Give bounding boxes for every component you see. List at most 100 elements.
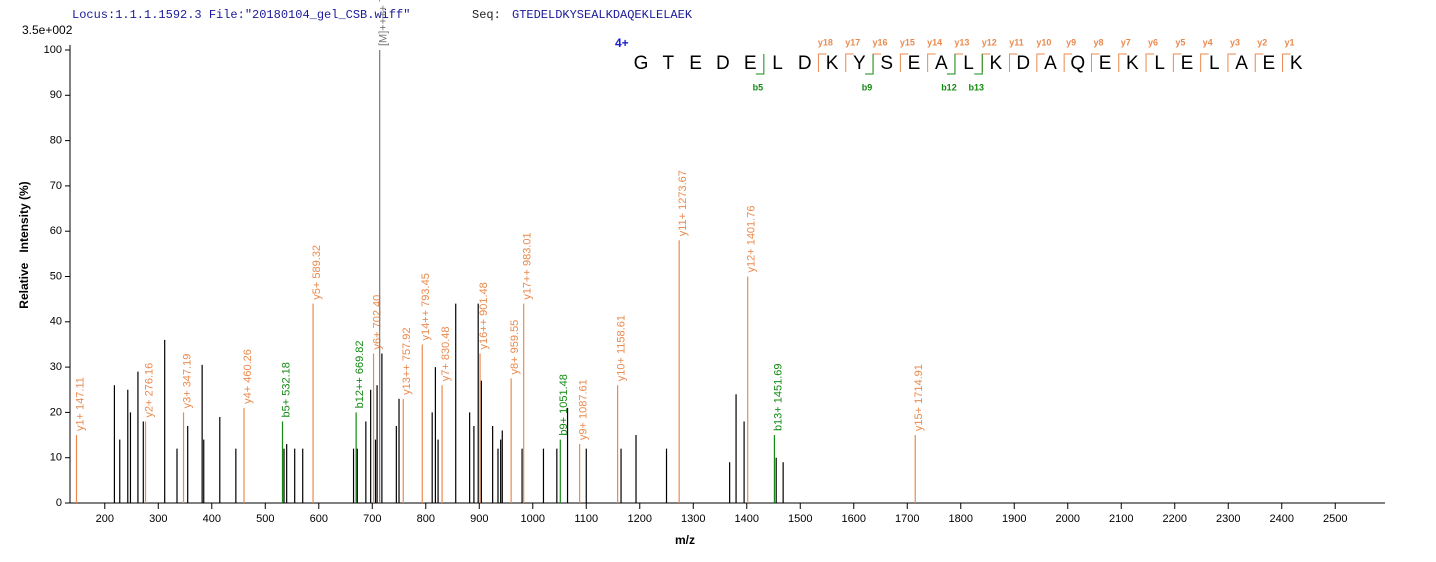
peak-label: y2+ 276.16 bbox=[143, 363, 155, 418]
y-ion-label: y8 bbox=[1093, 37, 1103, 47]
residue: A bbox=[1235, 53, 1248, 74]
x-tick-label: 1100 bbox=[574, 513, 598, 525]
y-tick-label: 90 bbox=[50, 89, 62, 101]
residue: Y bbox=[853, 53, 866, 74]
x-tick-label: 200 bbox=[96, 513, 114, 525]
peak-label: y8+ 959.55 bbox=[509, 320, 521, 375]
peak-label: y14++ 793.45 bbox=[420, 273, 432, 340]
y-ion-label: y7 bbox=[1121, 37, 1131, 47]
b-ion-label: b13 bbox=[968, 82, 984, 92]
residue: Q bbox=[1070, 53, 1085, 74]
x-tick-label: 2200 bbox=[1163, 513, 1187, 525]
y-ion-label: y1 bbox=[1285, 37, 1295, 47]
y-ion-bracket bbox=[1009, 53, 1018, 72]
peak-label: y5+ 589.32 bbox=[311, 245, 323, 300]
x-tick-label: 2400 bbox=[1270, 513, 1294, 525]
residue: D bbox=[798, 53, 812, 74]
b-ion-bracket bbox=[974, 54, 983, 75]
y-ion-bracket bbox=[954, 53, 963, 72]
residue: K bbox=[1126, 53, 1139, 74]
y-tick-label: 10 bbox=[50, 452, 62, 464]
y-ion-label: y3 bbox=[1230, 37, 1240, 47]
y-tick-label: 60 bbox=[50, 225, 62, 237]
x-tick-label: 1500 bbox=[788, 513, 812, 525]
peak-label: y17++ 983.01 bbox=[522, 232, 534, 299]
y-ion-label: y5 bbox=[1175, 37, 1185, 47]
y-ion-bracket bbox=[1063, 53, 1073, 72]
charge: 4+ bbox=[615, 36, 629, 50]
residue: L bbox=[1209, 53, 1220, 74]
x-tick-label: 1300 bbox=[681, 513, 705, 525]
peak-label: y13++ 757.92 bbox=[401, 328, 413, 395]
y-ion-label: y9 bbox=[1066, 37, 1076, 47]
residue: K bbox=[990, 53, 1003, 74]
peak-label: b13+ 1451.69 bbox=[772, 363, 784, 431]
x-tick-label: 400 bbox=[203, 513, 221, 525]
x-tick-label: 1900 bbox=[1002, 513, 1026, 525]
peak-label: b12++ 669.82 bbox=[354, 340, 366, 408]
y-tick-label: 30 bbox=[50, 361, 62, 373]
y-ion-label: y12 bbox=[982, 37, 997, 47]
b-ion-label: b12 bbox=[941, 82, 957, 92]
peak-label: y16++ 901.48 bbox=[478, 282, 490, 349]
x-tick-label: 1200 bbox=[628, 513, 652, 525]
y-tick-label: 0 bbox=[56, 497, 62, 509]
y-ion-bracket bbox=[817, 53, 827, 72]
residue: E bbox=[744, 53, 757, 74]
b-ion-label: b9 bbox=[862, 82, 873, 92]
x-tick-label: 1400 bbox=[735, 513, 759, 525]
residue: S bbox=[880, 53, 893, 74]
b-ion-bracket bbox=[946, 54, 956, 75]
residue: E bbox=[689, 53, 702, 74]
peak-label: y1+ 147.11 bbox=[74, 377, 86, 431]
y-ion-label: y14 bbox=[927, 37, 942, 47]
x-tick-label: 1800 bbox=[949, 513, 973, 525]
sequence: GTEDELDKYSEALKDAQEKLELAEK bbox=[512, 8, 693, 22]
peak-label: y12+ 1401.76 bbox=[746, 206, 758, 273]
b-ion-bracket bbox=[755, 54, 765, 75]
y-ion-label: y11 bbox=[1009, 37, 1024, 47]
y-tick-label: 40 bbox=[50, 316, 62, 328]
x-tick-label: 600 bbox=[310, 513, 328, 525]
y-ion-bracket bbox=[1172, 53, 1182, 72]
residue: D bbox=[1016, 53, 1030, 74]
b-ion-bracket bbox=[865, 54, 874, 75]
x-tick-label: 900 bbox=[470, 513, 488, 525]
y-axis-label: Relative Intensity (%) bbox=[17, 181, 31, 308]
residue: K bbox=[1290, 53, 1303, 74]
residue: L bbox=[772, 53, 783, 74]
y-ion-bracket bbox=[1145, 53, 1155, 72]
x-tick-label: 2100 bbox=[1109, 513, 1133, 525]
y-ion-bracket bbox=[899, 53, 909, 72]
peak-label: y15+ 1714.91 bbox=[913, 364, 925, 431]
residue: L bbox=[1154, 53, 1165, 74]
peak-label: [M]++++ 713.86 bbox=[378, 0, 390, 46]
peak-label: b9+ 1051.48 bbox=[558, 374, 570, 435]
y-ion-label: y13 bbox=[954, 37, 969, 47]
peak-label: y3+ 347.19 bbox=[181, 354, 193, 409]
y-ion-label: y2 bbox=[1257, 37, 1267, 47]
y-ion-label: y16 bbox=[873, 37, 888, 47]
y-ion-label: y18 bbox=[818, 37, 833, 47]
y-tick-label: 80 bbox=[50, 135, 62, 147]
residue: T bbox=[662, 53, 674, 74]
y-ion-bracket bbox=[1036, 53, 1045, 72]
intensity-scale: 3.5e+002 bbox=[22, 23, 73, 37]
y-tick-label: 70 bbox=[50, 180, 62, 192]
residue: E bbox=[1181, 53, 1194, 74]
x-tick-label: 500 bbox=[256, 513, 274, 525]
y-ion-bracket bbox=[1254, 53, 1264, 72]
residue: E bbox=[1099, 53, 1112, 74]
seq-label: Seq: bbox=[472, 8, 501, 22]
x-tick-label: 300 bbox=[149, 513, 167, 525]
x-tick-label: 700 bbox=[363, 513, 381, 525]
peak-label: b5+ 532.18 bbox=[280, 362, 292, 417]
residue: E bbox=[1263, 53, 1276, 74]
peak-label: y9+ 1087.61 bbox=[578, 379, 590, 440]
y-ion-label: y4 bbox=[1203, 37, 1213, 47]
x-tick-label: 2000 bbox=[1056, 513, 1080, 525]
y-ion-bracket bbox=[845, 53, 854, 72]
residue: K bbox=[826, 53, 839, 74]
